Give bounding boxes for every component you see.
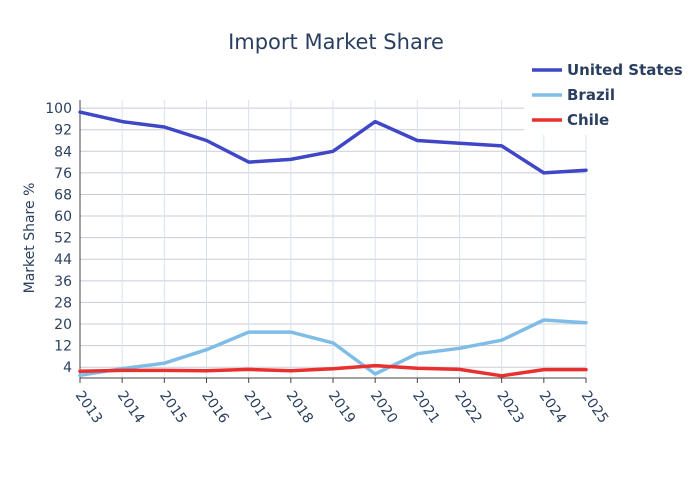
y-tick-label: 4: [63, 360, 72, 376]
x-tick-label: 2014: [114, 388, 148, 426]
chart-title: Import Market Share: [228, 30, 444, 54]
x-tick-label: 2021: [409, 388, 443, 426]
series-line-chile: [78, 363, 588, 378]
y-tick-label: 84: [54, 144, 72, 160]
y-tick-label: 52: [54, 231, 72, 247]
y-tick-label: 28: [54, 295, 72, 311]
legend-label: Chile: [567, 111, 609, 129]
x-tick-label: 2015: [156, 388, 190, 426]
series-line-united-states: [78, 110, 588, 175]
y-tick-label: 100: [45, 101, 72, 117]
y-tick-label: 44: [54, 252, 72, 268]
series: [78, 110, 588, 378]
y-tick-label: 92: [54, 123, 72, 139]
x-tick-label: 2022: [451, 388, 485, 426]
x-tick-label: 2018: [283, 388, 317, 426]
y-tick-label: 68: [54, 187, 72, 203]
y-tick-label: 76: [54, 166, 72, 182]
x-tick-label: 2020: [367, 388, 401, 426]
x-tick-label: 2023: [493, 388, 527, 426]
series-line-brazil: [78, 318, 588, 378]
x-tick-label: 2024: [536, 388, 570, 426]
y-tick-label: 20: [54, 317, 72, 333]
x-tick-label: 2019: [325, 388, 359, 426]
x-tick-label: 2016: [198, 388, 232, 426]
y-tick-label: 12: [54, 339, 72, 355]
x-tick-label: 2017: [240, 388, 274, 426]
legend-label: United States: [567, 61, 683, 79]
x-tick-label: 2025: [578, 388, 612, 426]
legend: United States Brazil Chile: [524, 56, 694, 135]
y-tick-label: 60: [54, 209, 72, 225]
y-axis-title: Market Share %: [22, 183, 38, 294]
legend-label: Brazil: [567, 86, 615, 104]
y-tick-label: 36: [54, 274, 72, 290]
x-tick-label: 2013: [72, 388, 106, 426]
